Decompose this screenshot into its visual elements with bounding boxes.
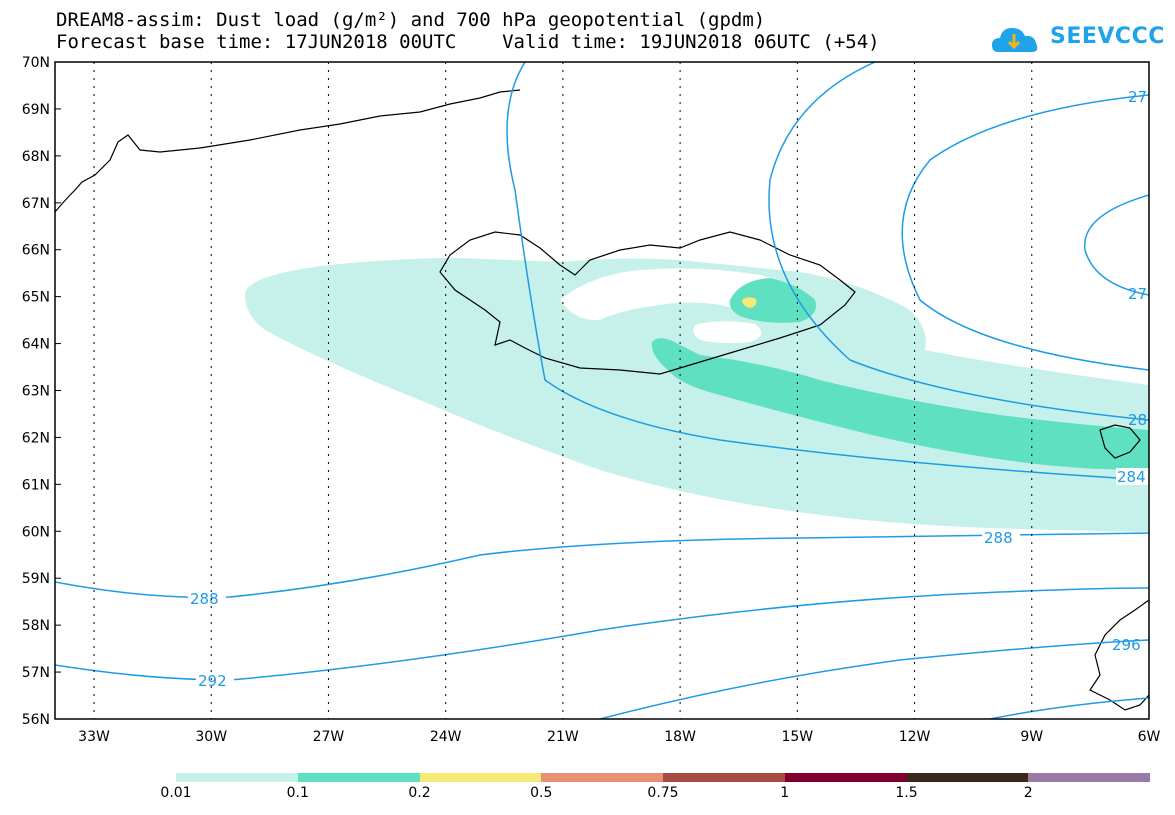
chart-title: DREAM8-assim: Dust load (g/m²) and 700 h… (56, 9, 766, 31)
contour-27-inner (1083, 194, 1149, 296)
contour-label-288-left: 288 (190, 590, 219, 608)
contour-27-outer (901, 94, 1149, 371)
colorbar (176, 773, 1150, 782)
lat-label: 60N (22, 524, 50, 540)
cloud-download-icon (992, 28, 1038, 52)
lat-label: 67N (22, 196, 50, 212)
lat-label: 62N (22, 430, 50, 446)
colorbar-label: 0.1 (286, 785, 309, 801)
contour-label-284: 284 (1117, 468, 1146, 486)
contour-296 (599, 639, 1149, 719)
lat-label: 63N (22, 384, 50, 400)
contour-label-292: 292 (198, 672, 227, 690)
lon-label: 6W (1138, 729, 1161, 745)
map-frame (54, 61, 1150, 720)
contour-300 (989, 697, 1149, 719)
lat-label: 66N (22, 243, 50, 259)
lon-label: 27W (313, 729, 345, 745)
contour-label-27-mid: 27 (1128, 285, 1147, 303)
lon-label: 24W (430, 729, 462, 745)
colorbar-label: 0.01 (160, 785, 192, 801)
colorbar-label: 0.2 (408, 785, 431, 801)
colorbar-segment (663, 773, 785, 782)
colorbar-label: 2 (1023, 785, 1033, 801)
lon-label: 12W (899, 729, 931, 745)
coastline-scotland (1089, 599, 1149, 711)
colorbar-segment (906, 773, 1029, 782)
colorbar-label: 1 (780, 785, 790, 801)
colorbar-segment (784, 773, 907, 782)
dust-area-medium (651, 338, 1149, 470)
coastline-greenland (55, 89, 521, 213)
contour-28-east (768, 62, 1149, 421)
lat-label: 70N (22, 55, 50, 71)
colorbar-segment (176, 773, 298, 782)
lat-label: 69N (22, 102, 50, 118)
lon-label: 30W (195, 729, 227, 745)
colorbar-label: 0.75 (647, 785, 679, 801)
lon-label: 21W (547, 729, 579, 745)
dust-area-yellow (742, 297, 757, 308)
lat-label: 68N (22, 149, 50, 165)
chart-subtitle: Forecast base time: 17JUN2018 00UTC Vali… (56, 31, 880, 53)
lat-label: 58N (22, 618, 50, 634)
contour-label-296: 296 (1112, 636, 1141, 654)
contour-label-27-top: 27 (1128, 88, 1147, 106)
lon-label: 9W (1020, 729, 1043, 745)
lat-label: 59N (22, 571, 50, 587)
lon-label: 15W (781, 729, 813, 745)
colorbar-segment (419, 773, 542, 782)
lon-label: 33W (78, 729, 110, 745)
colorbar-segment (297, 773, 420, 782)
logo-text: SEEVCCC (1050, 24, 1165, 49)
colorbar-segment (541, 773, 663, 782)
lat-label: 61N (22, 477, 50, 493)
contour-288-north (506, 62, 1149, 481)
colorbar-label: 1.5 (895, 785, 918, 801)
colorbar-label: 0.5 (530, 785, 553, 801)
lat-label: 64N (22, 337, 50, 353)
coastline-iceland (439, 231, 856, 375)
coastline-faroe (1099, 424, 1141, 459)
colorbar-segment (1028, 773, 1150, 782)
lat-label: 56N (22, 712, 50, 728)
contour-label-28: 28 (1128, 411, 1147, 429)
lat-label: 65N (22, 290, 50, 306)
contour-label-288-right: 288 (984, 529, 1013, 547)
lat-label: 57N (22, 665, 50, 681)
lon-label: 18W (664, 729, 696, 745)
